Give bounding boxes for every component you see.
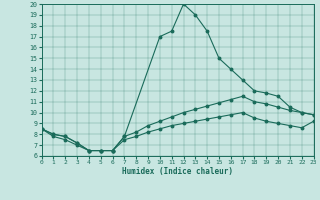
X-axis label: Humidex (Indice chaleur): Humidex (Indice chaleur) (122, 167, 233, 176)
